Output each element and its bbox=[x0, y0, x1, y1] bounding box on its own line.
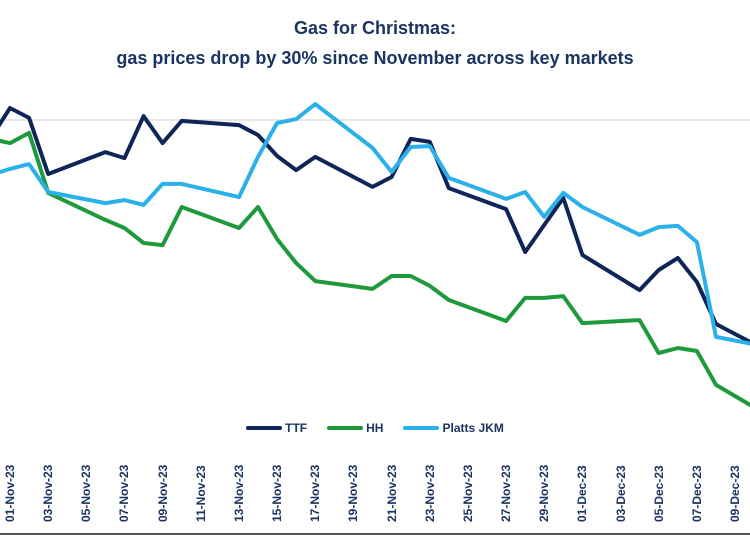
x-tick-label: 01-Dec-23 bbox=[575, 465, 590, 522]
x-tick-label: 09-Dec-23 bbox=[728, 465, 743, 522]
x-tick-label: 05-Dec-23 bbox=[651, 465, 666, 522]
x-tick-label: 27-Nov-23 bbox=[499, 464, 514, 522]
x-tick-label: 03-Dec-23 bbox=[613, 465, 628, 522]
chart-title: Gas for Christmas: bbox=[293, 18, 457, 38]
x-tick-label: 07-Nov-23 bbox=[117, 464, 132, 522]
x-tick-label: 05-Nov-23 bbox=[79, 464, 94, 522]
legend-swatch bbox=[327, 426, 364, 430]
x-tick-label: 03-Nov-23 bbox=[41, 464, 56, 522]
x-tick-label: 11-Nov-23 bbox=[193, 465, 208, 522]
chart-subtitle: gas prices drop by 30% since November ac… bbox=[116, 48, 634, 68]
legend: TTF HH Platts JKM bbox=[0, 421, 750, 435]
series-line-hh bbox=[0, 130, 750, 408]
legend-label: Platts JKM bbox=[442, 421, 504, 435]
x-tick-label: 09-Nov-23 bbox=[155, 464, 170, 522]
legend-item-ttf: TTF bbox=[246, 421, 307, 435]
x-tick-label: 21-Nov-23 bbox=[384, 464, 399, 522]
x-tick-label: 25-Nov-23 bbox=[460, 464, 475, 522]
legend-label: HH bbox=[366, 421, 384, 435]
series-line-platts-jkm bbox=[0, 102, 750, 346]
legend-label: TTF bbox=[285, 421, 308, 435]
x-tick-label: 17-Nov-23 bbox=[308, 464, 323, 522]
legend-item-jkm: Platts JKM bbox=[403, 421, 504, 435]
x-tick-label: 29-Nov-23 bbox=[537, 464, 552, 522]
x-tick-label: 13-Nov-23 bbox=[231, 464, 246, 522]
x-tick-label: 23-Nov-23 bbox=[422, 464, 437, 522]
x-tick-label: 19-Nov-23 bbox=[346, 464, 361, 522]
x-tick-label: 15-Nov-23 bbox=[270, 464, 285, 522]
legend-swatch bbox=[403, 426, 440, 430]
legend-item-hh: HH bbox=[327, 421, 383, 435]
x-tick-label: 07-Dec-23 bbox=[689, 465, 704, 522]
series-line-ttf bbox=[0, 106, 750, 345]
x-tick-label: 01-Nov-23 bbox=[3, 464, 17, 522]
legend-swatch bbox=[246, 426, 283, 430]
axis-border bbox=[0, 533, 750, 535]
